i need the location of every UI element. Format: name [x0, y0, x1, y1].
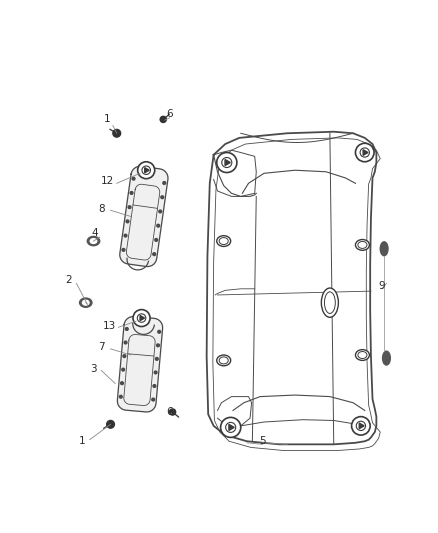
- Polygon shape: [117, 317, 162, 412]
- Circle shape: [113, 130, 120, 137]
- Circle shape: [360, 148, 369, 157]
- Circle shape: [120, 382, 124, 385]
- Circle shape: [157, 344, 159, 347]
- Circle shape: [122, 248, 125, 251]
- Circle shape: [137, 314, 146, 322]
- Circle shape: [133, 310, 150, 327]
- Ellipse shape: [358, 352, 367, 359]
- Circle shape: [152, 398, 155, 401]
- Ellipse shape: [325, 292, 336, 313]
- Text: 7: 7: [98, 342, 105, 352]
- Ellipse shape: [219, 238, 228, 245]
- Circle shape: [138, 161, 155, 179]
- Circle shape: [161, 196, 164, 199]
- Ellipse shape: [219, 357, 228, 364]
- Text: 12: 12: [101, 176, 114, 186]
- Polygon shape: [145, 168, 149, 173]
- Text: 3: 3: [90, 364, 97, 374]
- Circle shape: [132, 177, 135, 180]
- Circle shape: [125, 328, 128, 330]
- Circle shape: [158, 330, 161, 333]
- Text: 13: 13: [102, 321, 116, 331]
- Circle shape: [107, 421, 114, 428]
- Text: 1: 1: [78, 436, 85, 446]
- Text: 6: 6: [166, 407, 173, 417]
- Ellipse shape: [356, 350, 369, 360]
- Circle shape: [122, 368, 124, 371]
- Circle shape: [356, 143, 374, 161]
- Ellipse shape: [356, 239, 369, 251]
- Circle shape: [170, 409, 176, 415]
- Circle shape: [221, 417, 241, 438]
- Text: 6: 6: [166, 109, 173, 119]
- Polygon shape: [120, 166, 168, 266]
- Polygon shape: [363, 150, 368, 155]
- Polygon shape: [140, 316, 145, 321]
- Ellipse shape: [217, 355, 231, 366]
- Circle shape: [126, 220, 129, 223]
- Text: 9: 9: [378, 281, 385, 290]
- Polygon shape: [225, 159, 230, 166]
- Circle shape: [155, 239, 158, 241]
- Circle shape: [154, 371, 157, 374]
- Text: 4: 4: [92, 228, 99, 238]
- Circle shape: [159, 210, 162, 213]
- Text: 1: 1: [104, 115, 111, 124]
- Circle shape: [163, 182, 166, 184]
- Circle shape: [157, 224, 159, 227]
- Text: 8: 8: [98, 204, 105, 214]
- Ellipse shape: [82, 300, 89, 305]
- Circle shape: [160, 116, 166, 123]
- Polygon shape: [359, 423, 364, 429]
- Ellipse shape: [358, 241, 367, 248]
- Circle shape: [130, 191, 133, 195]
- Circle shape: [123, 354, 126, 358]
- Polygon shape: [207, 132, 376, 445]
- Circle shape: [120, 395, 122, 398]
- Ellipse shape: [380, 242, 388, 256]
- Ellipse shape: [90, 239, 97, 244]
- Circle shape: [153, 385, 156, 387]
- Polygon shape: [229, 424, 234, 431]
- Circle shape: [217, 152, 237, 173]
- Ellipse shape: [217, 236, 231, 246]
- Circle shape: [124, 341, 127, 344]
- Circle shape: [124, 234, 127, 237]
- Circle shape: [352, 417, 370, 435]
- Ellipse shape: [80, 298, 92, 308]
- Text: 5: 5: [259, 436, 266, 446]
- Circle shape: [142, 166, 151, 174]
- Circle shape: [226, 422, 236, 432]
- Text: 2: 2: [65, 274, 72, 285]
- Circle shape: [155, 358, 158, 360]
- Circle shape: [356, 421, 366, 431]
- Circle shape: [153, 253, 155, 255]
- Circle shape: [128, 206, 131, 208]
- Circle shape: [222, 158, 232, 167]
- Ellipse shape: [87, 237, 100, 246]
- Ellipse shape: [382, 351, 390, 365]
- Ellipse shape: [321, 288, 339, 317]
